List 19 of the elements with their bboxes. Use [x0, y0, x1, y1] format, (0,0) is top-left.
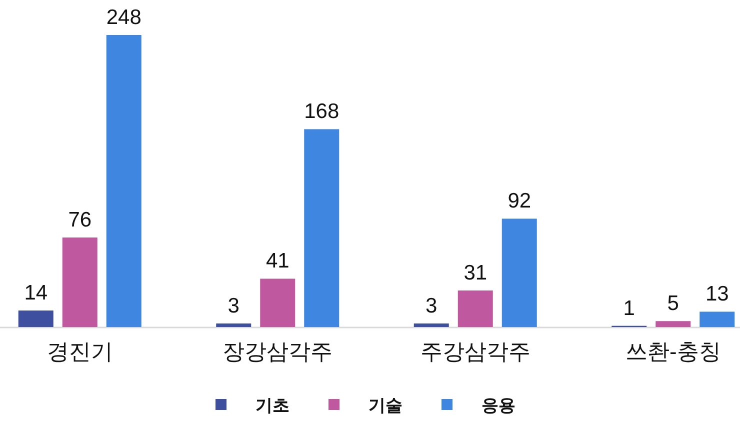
- legend-label: 기술: [368, 396, 402, 415]
- data-label: 3: [426, 294, 438, 318]
- x-tick-label: 쓰촨-충칭: [625, 339, 721, 364]
- data-label: 14: [24, 282, 48, 305]
- data-label: 5: [667, 292, 679, 316]
- data-label: 31: [464, 262, 488, 284]
- data-label: 168: [304, 100, 340, 124]
- legend-label: 응용: [482, 396, 516, 415]
- data-label: 41: [266, 250, 290, 273]
- data-label: 248: [106, 6, 142, 29]
- x-tick-label: 주강삼각주: [420, 339, 530, 364]
- data-label: 92: [508, 190, 532, 213]
- data-label: 13: [705, 282, 729, 306]
- x-tick-label: 장강삼각주: [222, 339, 333, 364]
- data-label: 1: [623, 296, 635, 320]
- legend-label: 기초: [256, 396, 290, 415]
- x-tick-label: 경진기: [46, 339, 113, 364]
- data-label: 76: [68, 208, 92, 232]
- data-label: 3: [228, 294, 240, 318]
